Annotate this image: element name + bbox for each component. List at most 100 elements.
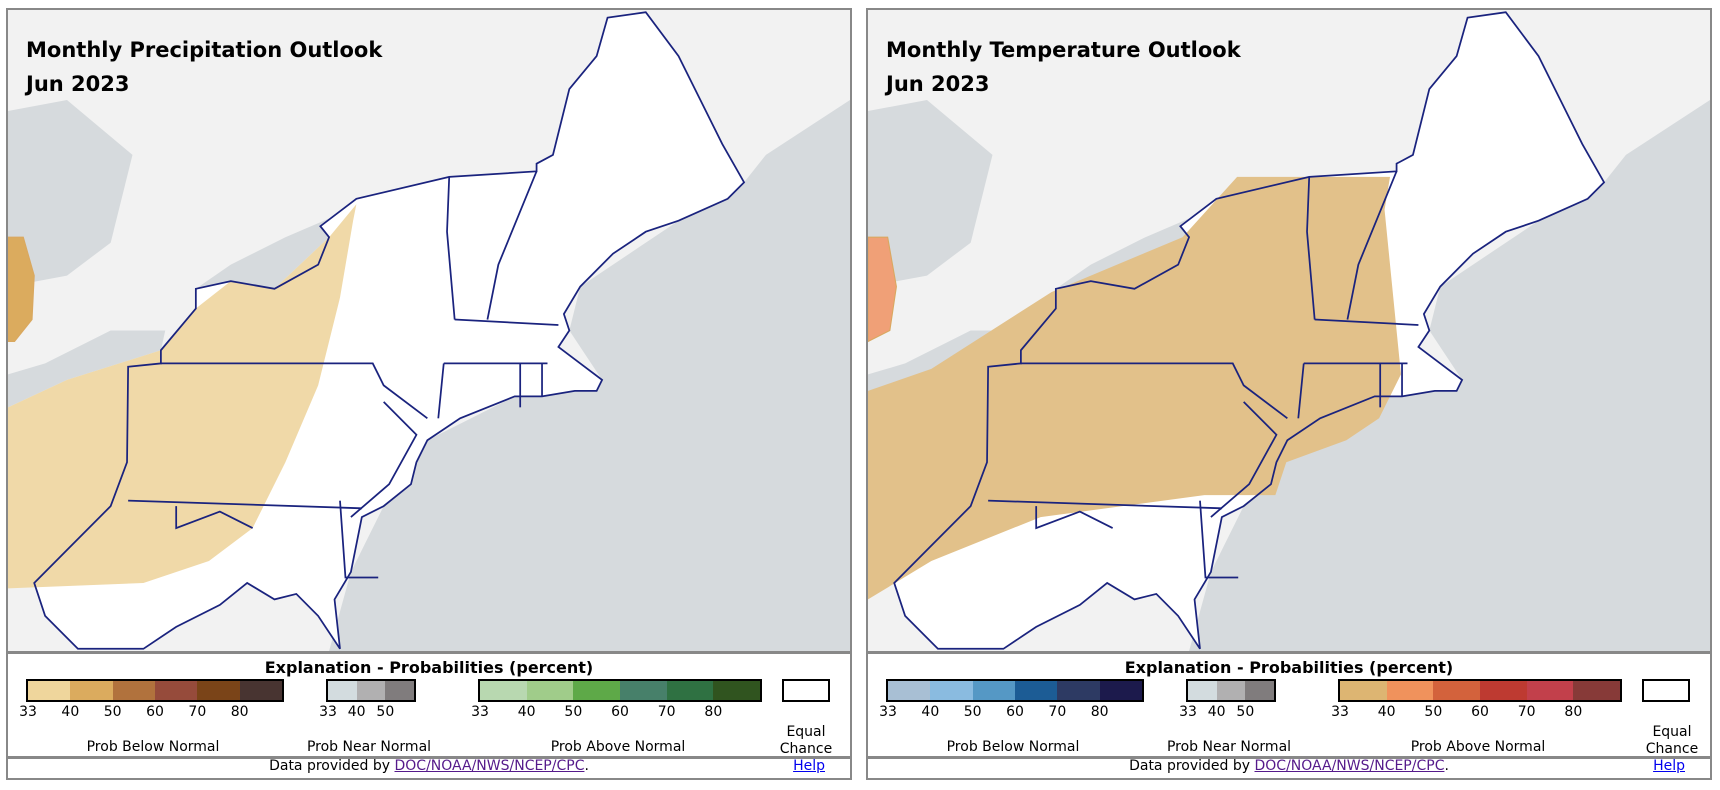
equal-chance-label: Equal Chance <box>1645 724 1699 757</box>
outlook-shading-west <box>8 236 35 343</box>
tick-label: 40 <box>1207 704 1226 720</box>
color-swatch <box>888 681 931 700</box>
color-swatch <box>526 681 574 700</box>
state-borders <box>893 11 1606 650</box>
map-canvas <box>868 10 1710 651</box>
map-period: Jun 2023 <box>886 72 990 96</box>
tick-label: 33 <box>471 704 489 720</box>
color-swatch <box>1480 681 1527 700</box>
source-link[interactable]: DOC/NOAA/NWS/NCEP/CPC <box>394 758 585 774</box>
temperature-outlook-panel: Monthly Temperature Outlook Jun 2023 Exp… <box>866 8 1712 780</box>
color-swatch <box>385 681 415 700</box>
color-swatch <box>1340 681 1387 700</box>
color-swatch <box>70 681 113 700</box>
state-borders <box>33 11 746 650</box>
source-link[interactable]: DOC/NOAA/NWS/NCEP/CPC <box>1254 758 1445 774</box>
help-link[interactable]: Help <box>1653 758 1685 774</box>
precipitation-map[interactable]: Monthly Precipitation Outlook Jun 2023 <box>8 10 850 654</box>
legend-title: Explanation - Probabilities (percent) <box>264 658 594 677</box>
legend: Explanation - Probabilities (percent) 33… <box>8 654 850 759</box>
tick-label: 50 <box>103 704 122 720</box>
tick-label: 80 <box>1090 704 1109 720</box>
color-swatch <box>1057 681 1100 700</box>
tick-label: 80 <box>1564 704 1583 720</box>
map-title: Monthly Precipitation Outlook <box>26 38 383 62</box>
lake-huron <box>868 100 993 287</box>
tick-label: 50 <box>963 704 982 720</box>
color-swatch <box>480 681 527 700</box>
outlook-shading-west <box>868 236 897 343</box>
tick-label: 40 <box>347 704 366 720</box>
tick-label: 70 <box>657 704 676 720</box>
outlook-shading-main <box>8 204 357 589</box>
color-swatch <box>620 681 667 700</box>
outlook-shading-main <box>868 176 1401 600</box>
tick-label: 70 <box>1048 704 1067 720</box>
color-swatch <box>197 681 240 700</box>
color-swatch <box>1433 681 1481 700</box>
color-swatch <box>713 681 761 700</box>
source-prefix: Data provided by <box>269 758 395 774</box>
color-swatch <box>930 681 973 700</box>
lake-ontario <box>1055 218 1190 289</box>
color-swatch <box>1526 681 1574 700</box>
tick-label: 80 <box>704 704 723 720</box>
below-normal-color-bar <box>886 679 1144 702</box>
color-swatch <box>239 681 282 700</box>
map-period: Jun 2023 <box>26 72 130 96</box>
tick-label: 40 <box>517 704 536 720</box>
legend-title: Explanation - Probabilities (percent) <box>1124 658 1454 677</box>
footer: Data provided by DOC/NOAA/NWS/NCEP/CPC. … <box>8 758 850 778</box>
atlantic-ocean <box>1189 100 1710 651</box>
near-normal-label: Prob Near Normal <box>306 739 432 755</box>
tick-label: 80 <box>230 704 249 720</box>
near-normal-color-bar <box>1186 679 1276 702</box>
tick-label: 50 <box>1424 704 1443 720</box>
temperature-map[interactable]: Monthly Temperature Outlook Jun 2023 <box>868 10 1710 654</box>
tick-label: 33 <box>879 704 897 720</box>
equal-chance-swatch <box>1642 679 1690 702</box>
color-swatch <box>1188 681 1217 700</box>
near-normal-label: Prob Near Normal <box>1166 739 1292 755</box>
tick-label: 40 <box>61 704 80 720</box>
color-swatch <box>1573 681 1621 700</box>
precipitation-outlook-panel: Monthly Precipitation Outlook Jun 2023 E… <box>6 8 852 780</box>
above-normal-label: Prob Above Normal <box>550 739 686 755</box>
tick-label: 60 <box>1471 704 1489 720</box>
map-title: Monthly Temperature Outlook <box>886 38 1241 62</box>
tick-label: 60 <box>1006 704 1024 720</box>
source-prefix: Data provided by <box>1129 758 1255 774</box>
color-swatch <box>1386 681 1434 700</box>
lake-huron <box>8 100 133 287</box>
color-swatch <box>666 681 714 700</box>
color-swatch <box>328 681 357 700</box>
below-normal-label: Prob Below Normal <box>946 739 1080 755</box>
source-suffix: . <box>584 758 589 774</box>
equal-chance-swatch <box>782 679 830 702</box>
data-source: Data provided by DOC/NOAA/NWS/NCEP/CPC. <box>868 758 1710 774</box>
color-swatch <box>154 681 198 700</box>
color-swatch <box>1216 681 1246 700</box>
equal-chance-label: Equal Chance <box>779 724 833 757</box>
tick-label: 40 <box>921 704 940 720</box>
below-normal-color-bar <box>26 679 284 702</box>
color-swatch <box>1245 681 1275 700</box>
tick-label: 50 <box>564 704 583 720</box>
color-swatch <box>112 681 155 700</box>
tick-label: 33 <box>1179 704 1197 720</box>
color-swatch <box>972 681 1015 700</box>
atlantic-ocean <box>329 100 850 651</box>
tick-label: 33 <box>19 704 37 720</box>
color-swatch <box>28 681 71 700</box>
data-source: Data provided by DOC/NOAA/NWS/NCEP/CPC. <box>8 758 850 774</box>
color-swatch <box>1014 681 1058 700</box>
tick-label: 50 <box>376 704 395 720</box>
legend: Explanation - Probabilities (percent) 33… <box>868 654 1710 759</box>
help-link[interactable]: Help <box>793 758 825 774</box>
tick-label: 50 <box>1236 704 1255 720</box>
tick-label: 70 <box>1517 704 1536 720</box>
tick-label: 70 <box>188 704 207 720</box>
tick-label: 40 <box>1377 704 1396 720</box>
tick-label: 60 <box>146 704 164 720</box>
source-suffix: . <box>1444 758 1449 774</box>
